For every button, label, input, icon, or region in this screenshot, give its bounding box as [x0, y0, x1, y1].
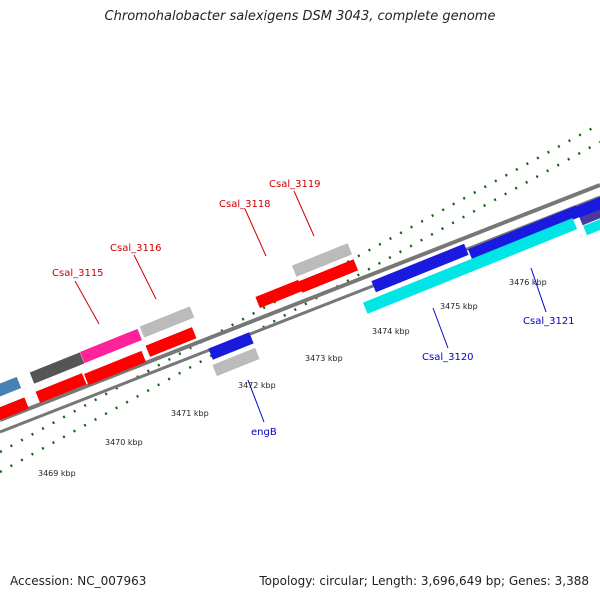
- gene-blocks: [0, 191, 600, 423]
- tick-label-3473: 3473 kbp: [305, 354, 343, 363]
- label-csal-3118: Csal_3118: [219, 199, 271, 210]
- gene-blue-2: [467, 205, 581, 261]
- leader-engb: [247, 379, 265, 423]
- leader-lines: [74, 190, 547, 423]
- leader-csal-3118: [244, 208, 267, 257]
- gene-dark-gray: [29, 352, 85, 384]
- gene-cyan-right: [583, 214, 600, 236]
- leader-csal-3115: [74, 280, 100, 325]
- gene-label-group: Csal_3115 Csal_3116 Csal_3118 Csal_3119 …: [52, 179, 575, 438]
- gene-red-left: [0, 397, 29, 423]
- genome-title: Chromohalobacter salexigens DSM 3043, co…: [104, 9, 496, 24]
- label-csal-3116: Csal_3116: [110, 243, 162, 254]
- gene-magenta: [80, 328, 142, 364]
- gene-engb-blue: [208, 332, 254, 360]
- gene-csal-3120: [362, 218, 578, 314]
- gene-engb-gray: [212, 347, 260, 377]
- backbone-inner: [0, 195, 600, 434]
- label-csal-3121: Csal_3121: [523, 316, 575, 327]
- tick-label-3474: 3474 kbp: [372, 327, 410, 336]
- label-csal-3119: Csal_3119: [269, 179, 321, 190]
- leader-csal-3121: [530, 267, 547, 313]
- gene-gray-1: [139, 306, 195, 338]
- gene-csal-3118: [255, 279, 303, 309]
- gene-red-2: [84, 350, 146, 386]
- tick-label-3472: 3472 kbp: [238, 381, 276, 390]
- gene-blue-3: [575, 191, 600, 219]
- label-csal-3115: Csal_3115: [52, 268, 104, 279]
- label-csal-3120: Csal_3120: [422, 352, 474, 363]
- tick-label-3471: 3471 kbp: [171, 409, 209, 418]
- gene-csal-3119-red: [297, 259, 359, 293]
- leader-csal-3120: [432, 307, 449, 349]
- gene-blue-1: [371, 243, 469, 293]
- leader-csal-3119: [293, 190, 315, 237]
- leader-csal-3116: [133, 254, 157, 300]
- accession-text: Accession: NC_007963: [10, 574, 147, 588]
- gene-steel-left: [0, 376, 22, 400]
- gene-red-3: [145, 327, 197, 357]
- tick-label-3475: 3475 kbp: [440, 302, 478, 311]
- tick-label-3476: 3476 kbp: [509, 278, 547, 287]
- genome-summary-text: Topology: circular; Length: 3,696,649 bp…: [259, 574, 589, 588]
- backbone-outer: [0, 183, 600, 422]
- gene-purple-right: [579, 206, 600, 226]
- position-tick-labels: 3469 kbp 3470 kbp 3471 kbp 3472 kbp 3473…: [38, 278, 547, 478]
- label-engb: engB: [251, 427, 277, 438]
- gene-csal-3119-gray: [291, 243, 353, 277]
- tick-label-3469: 3469 kbp: [38, 469, 76, 478]
- gene-red-1: [35, 373, 87, 403]
- tick-label-3470: 3470 kbp: [105, 438, 143, 447]
